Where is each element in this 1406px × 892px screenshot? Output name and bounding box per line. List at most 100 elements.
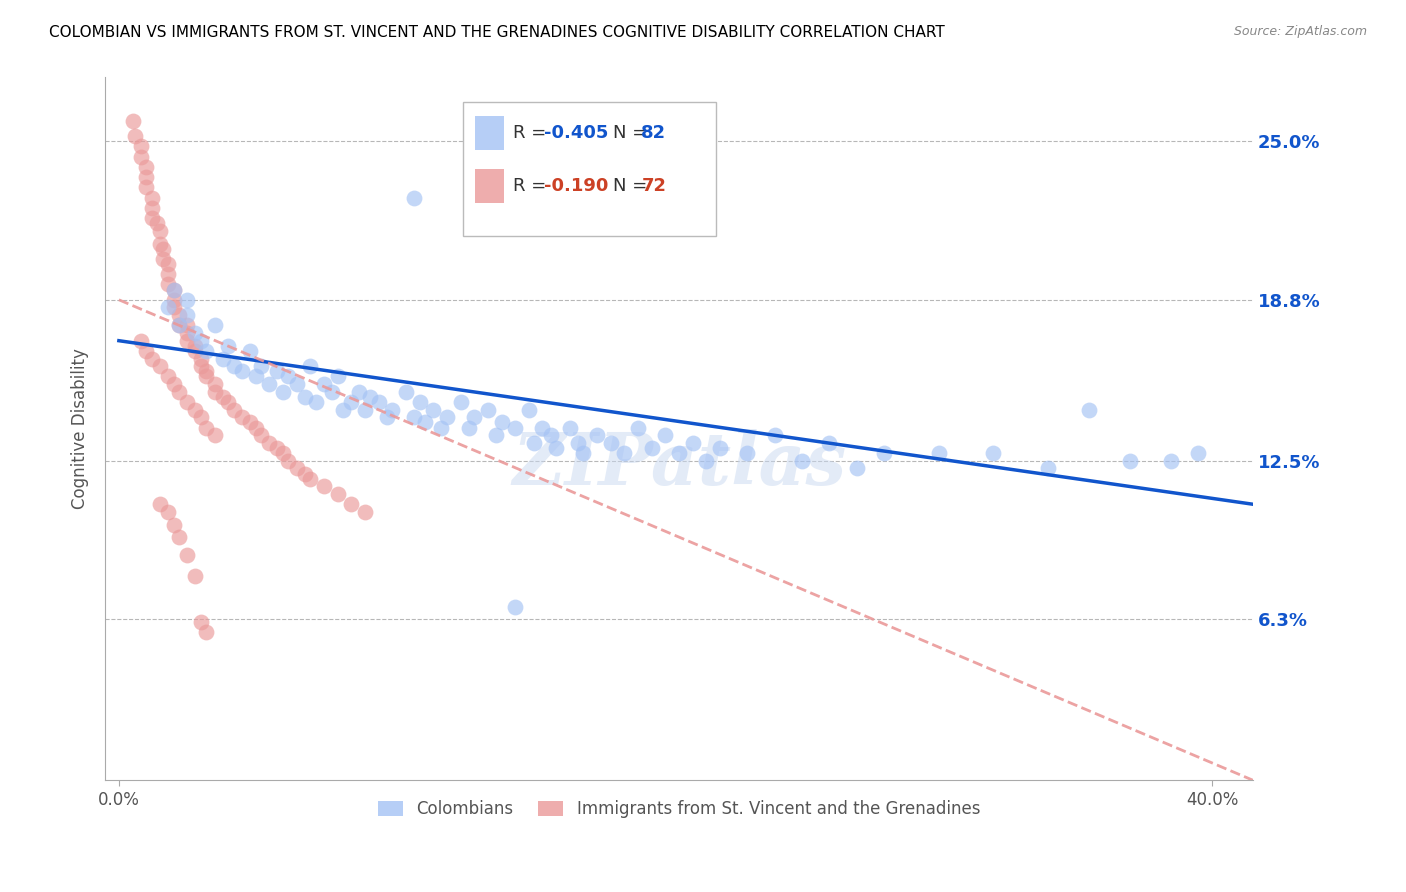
Point <box>408 395 430 409</box>
Point <box>184 339 207 353</box>
Point <box>190 351 212 366</box>
Point <box>709 441 731 455</box>
Point <box>266 364 288 378</box>
Point <box>124 129 146 144</box>
Point <box>299 359 322 374</box>
Point <box>271 446 294 460</box>
Point <box>222 402 245 417</box>
Point <box>149 359 172 374</box>
Point <box>285 461 308 475</box>
Point <box>294 467 316 481</box>
Point <box>184 326 207 340</box>
Point <box>149 236 172 251</box>
Point <box>149 224 172 238</box>
Point <box>558 420 581 434</box>
Point <box>928 446 950 460</box>
Point <box>184 343 207 358</box>
Point <box>195 625 218 640</box>
Point <box>599 436 621 450</box>
Point <box>682 436 704 450</box>
Point <box>257 377 280 392</box>
Text: Source: ZipAtlas.com: Source: ZipAtlas.com <box>1233 25 1367 38</box>
Point <box>141 190 163 204</box>
Point <box>375 410 398 425</box>
Point <box>162 377 184 392</box>
Point <box>239 416 262 430</box>
Point <box>231 410 253 425</box>
Point <box>572 446 595 460</box>
Point <box>141 351 163 366</box>
Point <box>359 390 381 404</box>
Text: N =: N = <box>613 177 652 194</box>
Point <box>245 420 267 434</box>
Point <box>873 446 896 460</box>
Point <box>157 369 180 384</box>
Point <box>195 364 218 378</box>
Point <box>395 384 418 399</box>
Point <box>567 436 589 450</box>
Point <box>792 454 814 468</box>
Point <box>326 369 349 384</box>
Point <box>245 369 267 384</box>
FancyBboxPatch shape <box>464 102 716 235</box>
Point <box>613 446 636 460</box>
Point <box>184 569 207 583</box>
Point <box>353 402 375 417</box>
Point <box>654 428 676 442</box>
Point <box>402 190 425 204</box>
Text: ZIPatlas: ZIPatlas <box>512 428 846 500</box>
Point <box>239 343 262 358</box>
Point <box>332 402 354 417</box>
Point <box>176 308 198 322</box>
Text: R =: R = <box>513 177 551 194</box>
Point <box>129 150 152 164</box>
Point <box>257 436 280 450</box>
Bar <box>475 116 503 150</box>
Point <box>204 377 226 392</box>
Point <box>211 351 233 366</box>
Point <box>422 402 444 417</box>
Text: 82: 82 <box>641 124 666 142</box>
Point <box>413 416 436 430</box>
Point <box>485 428 508 442</box>
Point <box>1119 454 1142 468</box>
Point <box>217 339 239 353</box>
Point <box>195 369 218 384</box>
Y-axis label: Cognitive Disability: Cognitive Disability <box>72 349 89 509</box>
Point <box>121 114 143 128</box>
Point <box>477 402 499 417</box>
Point <box>1187 446 1209 460</box>
Point <box>983 446 1005 460</box>
Text: -0.190: -0.190 <box>544 177 607 194</box>
Point <box>294 390 316 404</box>
Point <box>312 479 335 493</box>
Point <box>277 454 299 468</box>
Point <box>349 384 371 399</box>
Point <box>381 402 404 417</box>
Point <box>167 308 190 322</box>
Point <box>176 334 198 348</box>
Point <box>586 428 609 442</box>
Point <box>176 395 198 409</box>
Point <box>1036 461 1059 475</box>
Point <box>217 395 239 409</box>
Point <box>195 420 218 434</box>
Point <box>190 410 212 425</box>
Point <box>627 420 650 434</box>
Point <box>763 428 786 442</box>
Point <box>176 326 198 340</box>
Point <box>162 283 184 297</box>
Bar <box>475 169 503 202</box>
Point <box>517 402 540 417</box>
Point <box>157 301 180 315</box>
Point <box>271 384 294 399</box>
Point <box>190 615 212 629</box>
Point <box>353 505 375 519</box>
Point <box>266 441 288 455</box>
Point <box>176 549 198 563</box>
Point <box>305 395 328 409</box>
Text: N =: N = <box>613 124 652 142</box>
Text: -0.405: -0.405 <box>544 124 607 142</box>
Point <box>463 410 485 425</box>
Point <box>845 461 868 475</box>
